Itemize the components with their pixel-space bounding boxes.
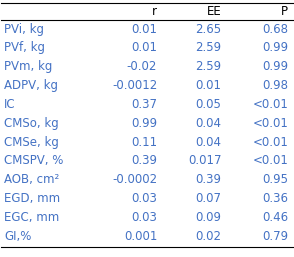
Text: 0.99: 0.99 bbox=[262, 60, 288, 73]
Text: 0.001: 0.001 bbox=[124, 230, 157, 243]
Text: 0.36: 0.36 bbox=[262, 192, 288, 205]
Text: 0.39: 0.39 bbox=[131, 154, 157, 167]
Text: 0.02: 0.02 bbox=[195, 230, 221, 243]
Text: 0.79: 0.79 bbox=[262, 230, 288, 243]
Text: <0.01: <0.01 bbox=[252, 154, 288, 167]
Text: 0.11: 0.11 bbox=[131, 135, 157, 149]
Text: IC: IC bbox=[4, 98, 16, 111]
Text: PVi, kg: PVi, kg bbox=[4, 23, 44, 35]
Text: 0.39: 0.39 bbox=[195, 173, 221, 186]
Text: 0.68: 0.68 bbox=[262, 23, 288, 35]
Text: ADPV, kg: ADPV, kg bbox=[4, 79, 58, 92]
Text: GI,%: GI,% bbox=[4, 230, 32, 243]
Text: 0.99: 0.99 bbox=[262, 41, 288, 54]
Text: 0.03: 0.03 bbox=[131, 192, 157, 205]
Text: r: r bbox=[152, 5, 157, 18]
Text: 0.95: 0.95 bbox=[262, 173, 288, 186]
Text: P: P bbox=[281, 5, 288, 18]
Text: 0.98: 0.98 bbox=[262, 79, 288, 92]
Text: CMSo, kg: CMSo, kg bbox=[4, 117, 59, 130]
Text: <0.01: <0.01 bbox=[252, 98, 288, 111]
Text: <0.01: <0.01 bbox=[252, 117, 288, 130]
Text: -0.02: -0.02 bbox=[127, 60, 157, 73]
Text: 0.01: 0.01 bbox=[131, 41, 157, 54]
Text: 0.46: 0.46 bbox=[262, 211, 288, 224]
Text: CMSPV, %: CMSPV, % bbox=[4, 154, 64, 167]
Text: 0.01: 0.01 bbox=[195, 79, 221, 92]
Text: 0.09: 0.09 bbox=[195, 211, 221, 224]
Text: 0.07: 0.07 bbox=[195, 192, 221, 205]
Text: 0.05: 0.05 bbox=[196, 98, 221, 111]
Text: CMSe, kg: CMSe, kg bbox=[4, 135, 59, 149]
Text: 0.03: 0.03 bbox=[131, 211, 157, 224]
Text: <0.01: <0.01 bbox=[252, 135, 288, 149]
Text: EGC, mm: EGC, mm bbox=[4, 211, 60, 224]
Text: EGD, mm: EGD, mm bbox=[4, 192, 61, 205]
Text: 0.04: 0.04 bbox=[195, 117, 221, 130]
Text: 0.04: 0.04 bbox=[195, 135, 221, 149]
Text: AOB, cm²: AOB, cm² bbox=[4, 173, 60, 186]
Text: PVm, kg: PVm, kg bbox=[4, 60, 53, 73]
Text: EE: EE bbox=[206, 5, 221, 18]
Text: -0.0002: -0.0002 bbox=[112, 173, 157, 186]
Text: 0.017: 0.017 bbox=[188, 154, 221, 167]
Text: PVf, kg: PVf, kg bbox=[4, 41, 45, 54]
Text: 0.37: 0.37 bbox=[131, 98, 157, 111]
Text: 0.99: 0.99 bbox=[131, 117, 157, 130]
Text: 2.59: 2.59 bbox=[195, 60, 221, 73]
Text: -0.0012: -0.0012 bbox=[112, 79, 157, 92]
Text: 2.59: 2.59 bbox=[195, 41, 221, 54]
Text: 0.01: 0.01 bbox=[131, 23, 157, 35]
Text: 2.65: 2.65 bbox=[195, 23, 221, 35]
